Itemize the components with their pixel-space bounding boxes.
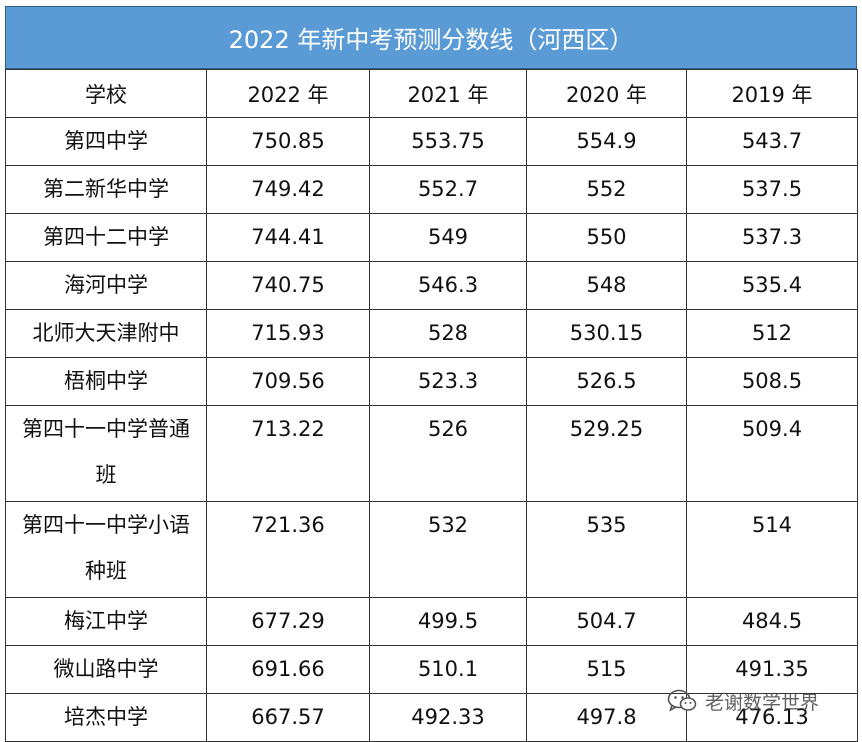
score-2021-cell: 492.33 — [369, 693, 527, 742]
score-2019-cell: 476.13 — [686, 693, 858, 742]
school-name-cell: 第二新华中学 — [5, 165, 207, 214]
score-2019-cell: 537.5 — [686, 165, 858, 214]
score-2021-cell: 499.5 — [369, 597, 527, 646]
score-2022-cell: 750.85 — [206, 117, 370, 166]
column-header-2022: 2022 年 — [206, 69, 370, 118]
score-2020-cell: 529.25 — [526, 405, 687, 502]
watermark-text: 老谢数学世界 — [705, 691, 820, 714]
score-2022-cell: 721.36 — [206, 501, 370, 598]
school-name-cell: 第四十一中学小语种班 — [5, 501, 207, 598]
school-name-cell: 第四十二中学 — [5, 213, 207, 262]
score-2020-cell: 530.15 — [526, 309, 687, 358]
score-2020-cell: 550 — [526, 213, 687, 262]
table-row: 海河中学 740.75 546.3 548 535.4 — [5, 261, 858, 310]
table-row: 第四中学 750.85 553.75 554.9 543.7 — [5, 117, 858, 166]
score-2019-cell: 543.7 — [686, 117, 858, 166]
score-2020-cell: 497.8 — [526, 693, 687, 742]
score-2020-cell: 515 — [526, 645, 687, 694]
score-2020-cell: 552 — [526, 165, 687, 214]
score-2021-cell: 528 — [369, 309, 527, 358]
score-2022-cell: 715.93 — [206, 309, 370, 358]
table-row: 第四十一中学普通班 713.22 526 529.25 509.4 — [5, 405, 858, 502]
school-name-cell: 海河中学 — [5, 261, 207, 310]
school-name-cell: 梅江中学 — [5, 597, 207, 646]
table-row: 第四十一中学小语种班 721.36 532 535 514 — [5, 501, 858, 598]
table-row: 第四十二中学 744.41 549 550 537.3 — [5, 213, 858, 262]
score-table: 学校 2022 年 2021 年 2020 年 2019 年 第四中学 750.8… — [5, 69, 858, 742]
table-row: 第二新华中学 749.42 552.7 552 537.5 — [5, 165, 858, 214]
score-2021-cell: 546.3 — [369, 261, 527, 310]
wechat-icon — [667, 689, 697, 712]
column-header-school: 学校 — [5, 69, 207, 118]
school-name-cell: 培杰中学 — [5, 693, 207, 742]
score-2019-cell: 508.5 — [686, 357, 858, 406]
table-row: 北师大天津附中 715.93 528 530.15 512 — [5, 309, 858, 358]
score-2022-cell: 691.66 — [206, 645, 370, 694]
school-name-cell: 北师大天津附中 — [5, 309, 207, 358]
score-2021-cell: 526 — [369, 405, 527, 502]
column-header-2020: 2020 年 — [526, 69, 687, 118]
score-2022-cell: 713.22 — [206, 405, 370, 502]
score-2021-cell: 532 — [369, 501, 527, 598]
table-row: 培杰中学 667.57 492.33 497.8 476.13 — [5, 693, 858, 742]
column-header-2019: 2019 年 — [686, 69, 858, 118]
score-2021-cell: 510.1 — [369, 645, 527, 694]
header-row: 学校 2022 年 2021 年 2020 年 2019 年 — [5, 69, 858, 118]
score-2019-cell: 537.3 — [686, 213, 858, 262]
score-2020-cell: 554.9 — [526, 117, 687, 166]
score-2020-cell: 535 — [526, 501, 687, 598]
score-2022-cell: 740.75 — [206, 261, 370, 310]
score-2022-cell: 667.57 — [206, 693, 370, 742]
score-2022-cell: 749.42 — [206, 165, 370, 214]
column-header-2021: 2021 年 — [369, 69, 527, 118]
table-row: 梅江中学 677.29 499.5 504.7 484.5 — [5, 597, 858, 646]
table-title: 2022 年新中考预测分数线（河西区） — [5, 6, 857, 69]
score-2022-cell: 709.56 — [206, 357, 370, 406]
score-2019-cell: 535.4 — [686, 261, 858, 310]
school-name-cell: 梧桐中学 — [5, 357, 207, 406]
score-2021-cell: 553.75 — [369, 117, 527, 166]
score-2021-cell: 523.3 — [369, 357, 527, 406]
score-2019-cell: 509.4 — [686, 405, 858, 502]
score-2022-cell: 744.41 — [206, 213, 370, 262]
score-2020-cell: 548 — [526, 261, 687, 310]
school-name-cell: 微山路中学 — [5, 645, 207, 694]
school-name-cell: 第四十一中学普通班 — [5, 405, 207, 502]
score-2020-cell: 526.5 — [526, 357, 687, 406]
watermark: 老谢数学世界 — [667, 684, 819, 718]
score-2022-cell: 677.29 — [206, 597, 370, 646]
score-2020-cell: 504.7 — [526, 597, 687, 646]
school-name-cell: 第四中学 — [5, 117, 207, 166]
score-2019-cell: 512 — [686, 309, 858, 358]
score-2019-cell: 514 — [686, 501, 858, 598]
table-row: 梧桐中学 709.56 523.3 526.5 508.5 — [5, 357, 858, 406]
score-2021-cell: 552.7 — [369, 165, 527, 214]
score-2019-cell: 484.5 — [686, 597, 858, 646]
score-2021-cell: 549 — [369, 213, 527, 262]
